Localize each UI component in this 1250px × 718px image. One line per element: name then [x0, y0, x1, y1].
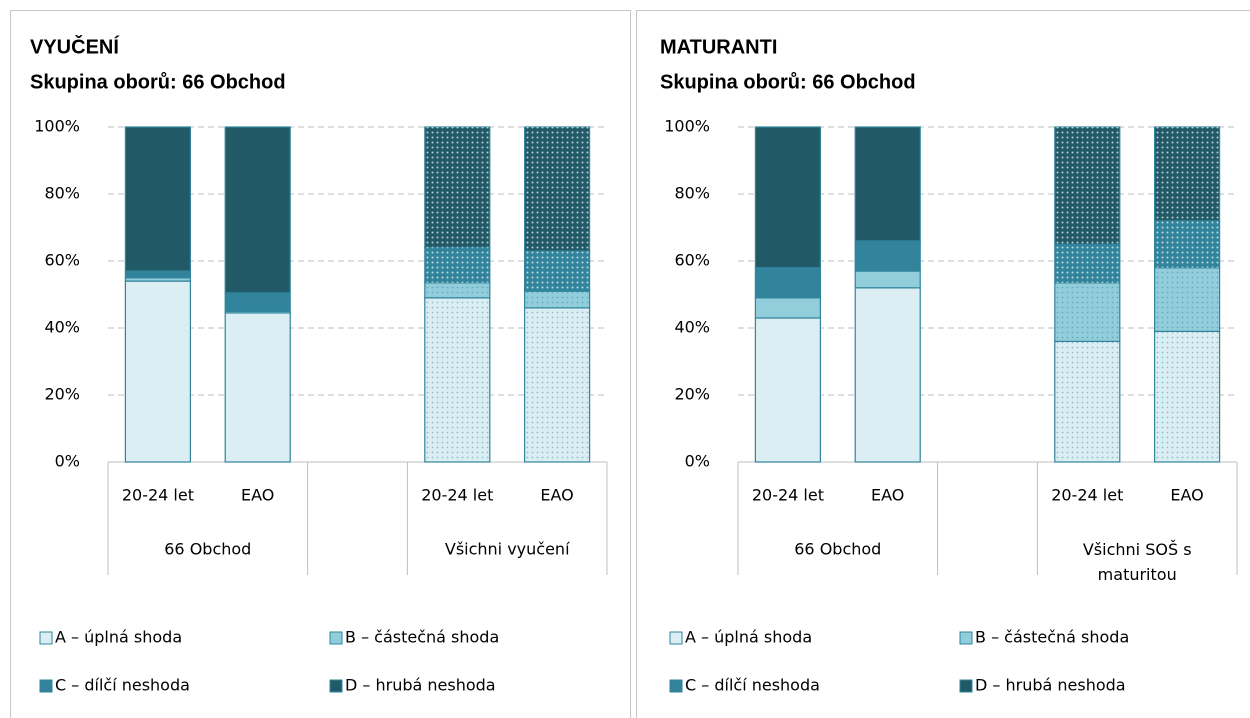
group-label-line: maturitou	[1098, 565, 1177, 584]
panel-border	[636, 10, 1250, 718]
bar-segment	[754, 267, 822, 299]
x-tick-label: 20-24 let	[122, 486, 194, 505]
bar-pattern	[524, 127, 590, 251]
bar-segment	[854, 240, 921, 272]
group-label: 66 Obchod	[794, 540, 881, 559]
y-tick-label: 20%	[44, 385, 80, 404]
bar-segment	[224, 292, 291, 312]
x-tick-label: 20-24 let	[1051, 486, 1123, 505]
legend-swatch	[329, 631, 343, 645]
bar-segment	[124, 126, 192, 272]
bar-pattern	[1054, 282, 1120, 342]
y-tick-label: 80%	[674, 184, 710, 203]
group-label: 66 Obchod	[164, 540, 251, 559]
legend-label: C – dílčí neshoda	[55, 676, 190, 695]
chart-subtitle: Skupina oborů: 66 Obchod	[660, 71, 916, 93]
panel-border	[10, 10, 631, 718]
bar-segment	[224, 126, 291, 294]
chart-title: VYUČENÍ	[30, 34, 119, 58]
bar-segment	[854, 126, 921, 242]
y-tick-label: 100%	[664, 117, 710, 136]
legend-swatch	[959, 631, 973, 645]
bar-pattern	[1054, 127, 1120, 245]
legend-label: B – částečná shoda	[975, 628, 1129, 647]
bar-pattern	[524, 307, 590, 462]
bar-pattern	[1154, 267, 1220, 332]
legend-label: D – hrubá neshoda	[345, 676, 496, 695]
y-tick-label: 60%	[44, 251, 80, 270]
x-tick-label: 20-24 let	[752, 486, 824, 505]
x-tick-label: 20-24 let	[421, 486, 493, 505]
bar-pattern	[1154, 331, 1220, 462]
bar-pattern	[524, 291, 590, 308]
legend-label: B – částečná shoda	[345, 628, 499, 647]
x-tick-label: EAO	[1170, 486, 1203, 505]
bar-pattern	[1154, 127, 1220, 221]
legend-label: A – úplná shoda	[55, 628, 182, 647]
x-tick-label: EAO	[871, 486, 904, 505]
y-tick-label: 0%	[685, 452, 710, 471]
legend-label: C – dílčí neshoda	[685, 676, 820, 695]
y-tick-label: 20%	[674, 385, 710, 404]
y-tick-label: 40%	[44, 318, 80, 337]
y-tick-label: 80%	[44, 184, 80, 203]
y-tick-label: 60%	[674, 251, 710, 270]
bar-pattern	[1054, 341, 1120, 462]
group-label: Všichni vyučení	[445, 540, 570, 559]
bar-segment	[754, 297, 822, 319]
legend-swatch	[329, 679, 343, 693]
legend-label: A – úplná shoda	[685, 628, 812, 647]
x-tick-label: EAO	[241, 486, 274, 505]
legend-swatch	[669, 631, 683, 645]
x-tick-label: EAO	[540, 486, 573, 505]
bar-pattern	[424, 247, 490, 283]
group-label: Všichni SOŠ s maturitou	[1083, 540, 1192, 584]
chart-subtitle: Skupina oborů: 66 Obchod	[30, 71, 286, 93]
legend-swatch	[669, 679, 683, 693]
bar-pattern	[524, 250, 590, 292]
bar-pattern	[424, 297, 490, 462]
bar-segment	[854, 287, 921, 463]
bar-pattern	[424, 127, 490, 248]
bar-segment	[754, 126, 822, 269]
bar-pattern	[424, 282, 490, 298]
bar-segment	[124, 280, 192, 463]
y-tick-label: 100%	[34, 117, 80, 136]
bar-pattern	[1054, 244, 1120, 283]
bar-segment	[754, 317, 822, 463]
legend-swatch	[39, 631, 53, 645]
y-tick-label: 40%	[674, 318, 710, 337]
bar-segment	[224, 312, 291, 463]
legend-swatch	[959, 679, 973, 693]
y-tick-label: 0%	[55, 452, 80, 471]
group-label-line: Všichni SOŠ s	[1083, 540, 1192, 559]
bar-segment	[124, 270, 192, 279]
legend-label: D – hrubá neshoda	[975, 676, 1126, 695]
chart-title: MATURANTI	[660, 36, 777, 58]
bar-pattern	[1154, 220, 1220, 268]
legend-swatch	[39, 679, 53, 693]
bar-segment	[854, 270, 921, 289]
